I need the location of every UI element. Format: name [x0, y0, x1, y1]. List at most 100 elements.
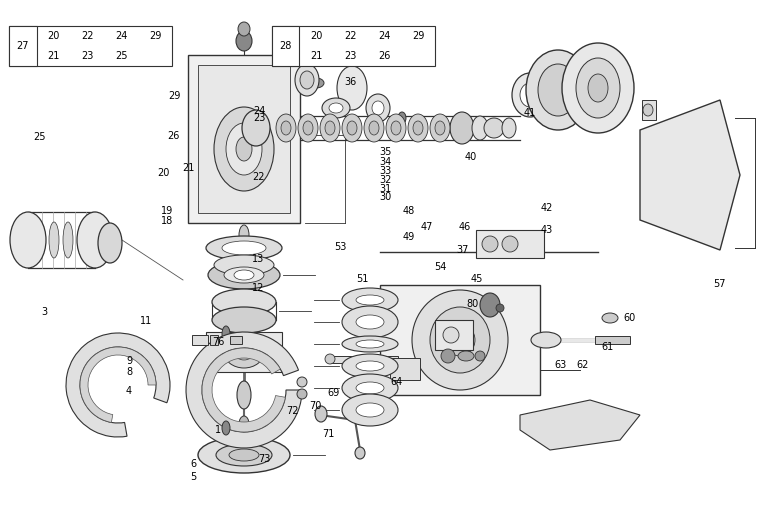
Text: 3: 3: [41, 306, 47, 317]
Text: 33: 33: [380, 166, 392, 176]
Ellipse shape: [356, 340, 384, 348]
Text: 20: 20: [48, 32, 60, 41]
Text: 45: 45: [471, 274, 483, 284]
Bar: [380, 285, 540, 395]
Text: 40: 40: [465, 152, 477, 162]
Ellipse shape: [482, 236, 498, 252]
Ellipse shape: [239, 225, 249, 245]
Text: 51: 51: [357, 274, 369, 284]
Ellipse shape: [242, 110, 270, 146]
Ellipse shape: [308, 78, 324, 88]
Ellipse shape: [236, 31, 252, 51]
Text: 21: 21: [182, 163, 194, 173]
Bar: [358, 303, 376, 317]
Ellipse shape: [298, 114, 318, 142]
Text: 37: 37: [457, 245, 469, 256]
Ellipse shape: [602, 313, 618, 323]
Ellipse shape: [410, 123, 418, 133]
Ellipse shape: [276, 114, 296, 142]
Text: 72: 72: [286, 406, 298, 416]
Ellipse shape: [315, 406, 327, 422]
Ellipse shape: [484, 118, 504, 138]
Ellipse shape: [226, 123, 262, 175]
Ellipse shape: [320, 114, 340, 142]
Ellipse shape: [342, 336, 398, 352]
Text: 73: 73: [258, 454, 270, 464]
Ellipse shape: [238, 22, 250, 36]
Text: 21: 21: [48, 51, 60, 61]
Text: 61: 61: [601, 342, 613, 352]
Bar: [595, 336, 630, 344]
Text: 13: 13: [252, 253, 264, 264]
Ellipse shape: [237, 381, 251, 409]
Ellipse shape: [224, 267, 264, 283]
Ellipse shape: [297, 389, 307, 399]
Ellipse shape: [512, 73, 548, 117]
Text: 63: 63: [554, 360, 566, 371]
Ellipse shape: [443, 327, 459, 343]
Ellipse shape: [77, 212, 113, 268]
Bar: [210, 335, 218, 345]
Wedge shape: [186, 332, 302, 448]
Text: 62: 62: [577, 360, 589, 371]
Bar: [390, 358, 420, 380]
Ellipse shape: [297, 377, 307, 387]
Text: 5: 5: [191, 472, 197, 483]
Text: 20: 20: [310, 32, 323, 41]
Text: 20: 20: [157, 168, 169, 178]
Wedge shape: [66, 333, 170, 437]
Ellipse shape: [214, 255, 274, 275]
Text: 57: 57: [713, 279, 726, 289]
Bar: [192, 335, 208, 345]
Text: 22: 22: [344, 32, 357, 41]
Ellipse shape: [342, 306, 398, 338]
Ellipse shape: [234, 344, 254, 360]
Text: 18: 18: [161, 216, 173, 227]
Ellipse shape: [588, 74, 608, 102]
Bar: [188, 55, 300, 223]
Ellipse shape: [300, 71, 314, 89]
Text: 22: 22: [252, 172, 264, 182]
Text: 53: 53: [334, 242, 346, 252]
Ellipse shape: [347, 121, 357, 135]
Text: 24: 24: [378, 32, 390, 41]
Ellipse shape: [342, 354, 398, 378]
Bar: [642, 100, 656, 120]
Text: 23: 23: [344, 51, 357, 61]
Ellipse shape: [212, 307, 276, 333]
Ellipse shape: [236, 137, 252, 161]
Bar: [330, 356, 398, 363]
Ellipse shape: [413, 121, 423, 135]
Text: 43: 43: [540, 225, 553, 235]
Text: 54: 54: [434, 262, 446, 272]
Ellipse shape: [356, 361, 384, 371]
Ellipse shape: [10, 212, 46, 268]
Ellipse shape: [386, 114, 406, 142]
Ellipse shape: [198, 437, 290, 473]
Text: 64: 64: [390, 377, 402, 387]
Ellipse shape: [369, 121, 379, 135]
Ellipse shape: [430, 114, 450, 142]
Text: 31: 31: [380, 184, 392, 194]
Text: 19: 19: [161, 206, 173, 216]
Ellipse shape: [472, 116, 488, 140]
Text: 25: 25: [33, 132, 46, 143]
Text: 70: 70: [309, 401, 321, 411]
Text: 69: 69: [328, 388, 340, 398]
Text: 42: 42: [540, 203, 553, 213]
Ellipse shape: [391, 121, 401, 135]
Text: 48: 48: [402, 206, 414, 216]
Ellipse shape: [214, 107, 274, 191]
Ellipse shape: [643, 104, 653, 116]
Text: 24: 24: [115, 32, 128, 41]
Ellipse shape: [337, 66, 367, 110]
Ellipse shape: [538, 64, 578, 116]
Text: 9: 9: [126, 356, 132, 366]
Ellipse shape: [398, 112, 406, 124]
Ellipse shape: [450, 112, 474, 144]
Ellipse shape: [325, 121, 335, 135]
Ellipse shape: [445, 324, 475, 356]
Text: 24: 24: [254, 106, 266, 116]
Text: 29: 29: [150, 32, 162, 41]
Text: 60: 60: [624, 313, 636, 323]
